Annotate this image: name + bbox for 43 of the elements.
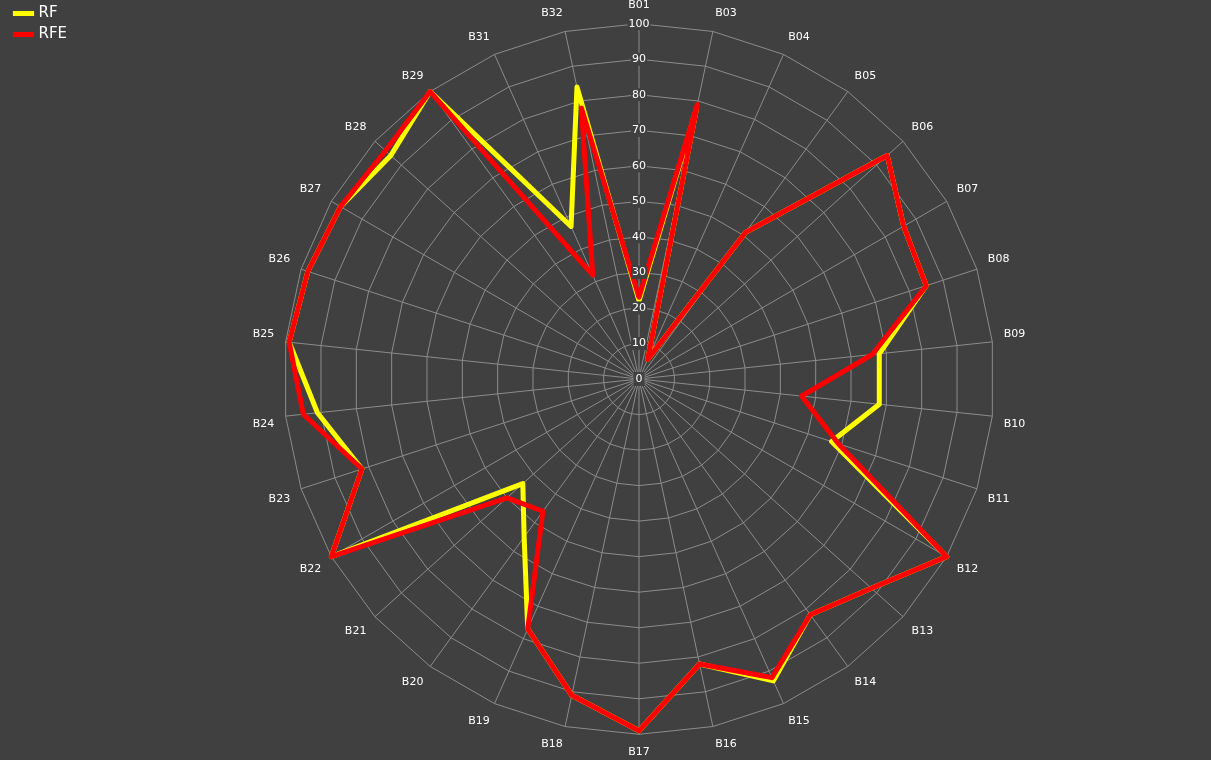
spoke-label: B13	[911, 623, 934, 637]
spoke-label: B26	[268, 251, 291, 265]
spoke-label: B16	[715, 737, 737, 751]
legend-label: RF	[38, 3, 58, 22]
spoke-label: B05	[854, 68, 877, 82]
y-tick-label: 70	[632, 123, 646, 137]
spoke-label: B25	[252, 326, 275, 340]
spoke-label: B22	[299, 561, 322, 575]
spoke-label: B06	[911, 119, 934, 133]
y-tick-label: 80	[632, 87, 646, 101]
spoke-label: B31	[468, 30, 490, 44]
spoke-label: B01	[628, 0, 650, 12]
spoke-label: B19	[468, 713, 490, 727]
spoke-label: B27	[299, 181, 322, 195]
spoke-label: B09	[1003, 326, 1026, 340]
spoke-label: B18	[541, 737, 563, 751]
y-tick-label: 40	[632, 229, 646, 243]
spoke-label: B32	[541, 6, 563, 20]
spoke-label: B04	[788, 30, 810, 44]
y-tick-label: 30	[632, 265, 646, 279]
y-tick-label: 50	[632, 194, 646, 208]
spoke-label: B10	[1003, 416, 1026, 430]
spoke-label: B15	[788, 713, 810, 727]
spoke-label: B03	[715, 6, 737, 20]
legend-label: RFE	[38, 24, 68, 43]
spoke-label: B11	[987, 491, 1010, 505]
spoke-label: B14	[854, 675, 877, 689]
spoke-label: B21	[344, 623, 367, 637]
spoke-label: B12	[956, 561, 979, 575]
spoke-label: B08	[987, 251, 1010, 265]
spoke-label: B17	[628, 745, 650, 759]
spoke-label: B24	[252, 416, 275, 430]
y-tick-label: 90	[632, 52, 646, 66]
y-tick-label: 10	[632, 336, 646, 350]
y-tick-label: 60	[632, 158, 646, 172]
y-tick-label: 100	[628, 16, 650, 30]
y-tick-label: 0	[635, 371, 643, 385]
spoke-label: B28	[344, 119, 367, 133]
spoke-label: B23	[268, 491, 291, 505]
spoke-label: B29	[401, 68, 424, 82]
spoke-label: B20	[401, 675, 424, 689]
y-tick-label: 20	[632, 300, 646, 314]
spoke-label: B07	[956, 181, 979, 195]
